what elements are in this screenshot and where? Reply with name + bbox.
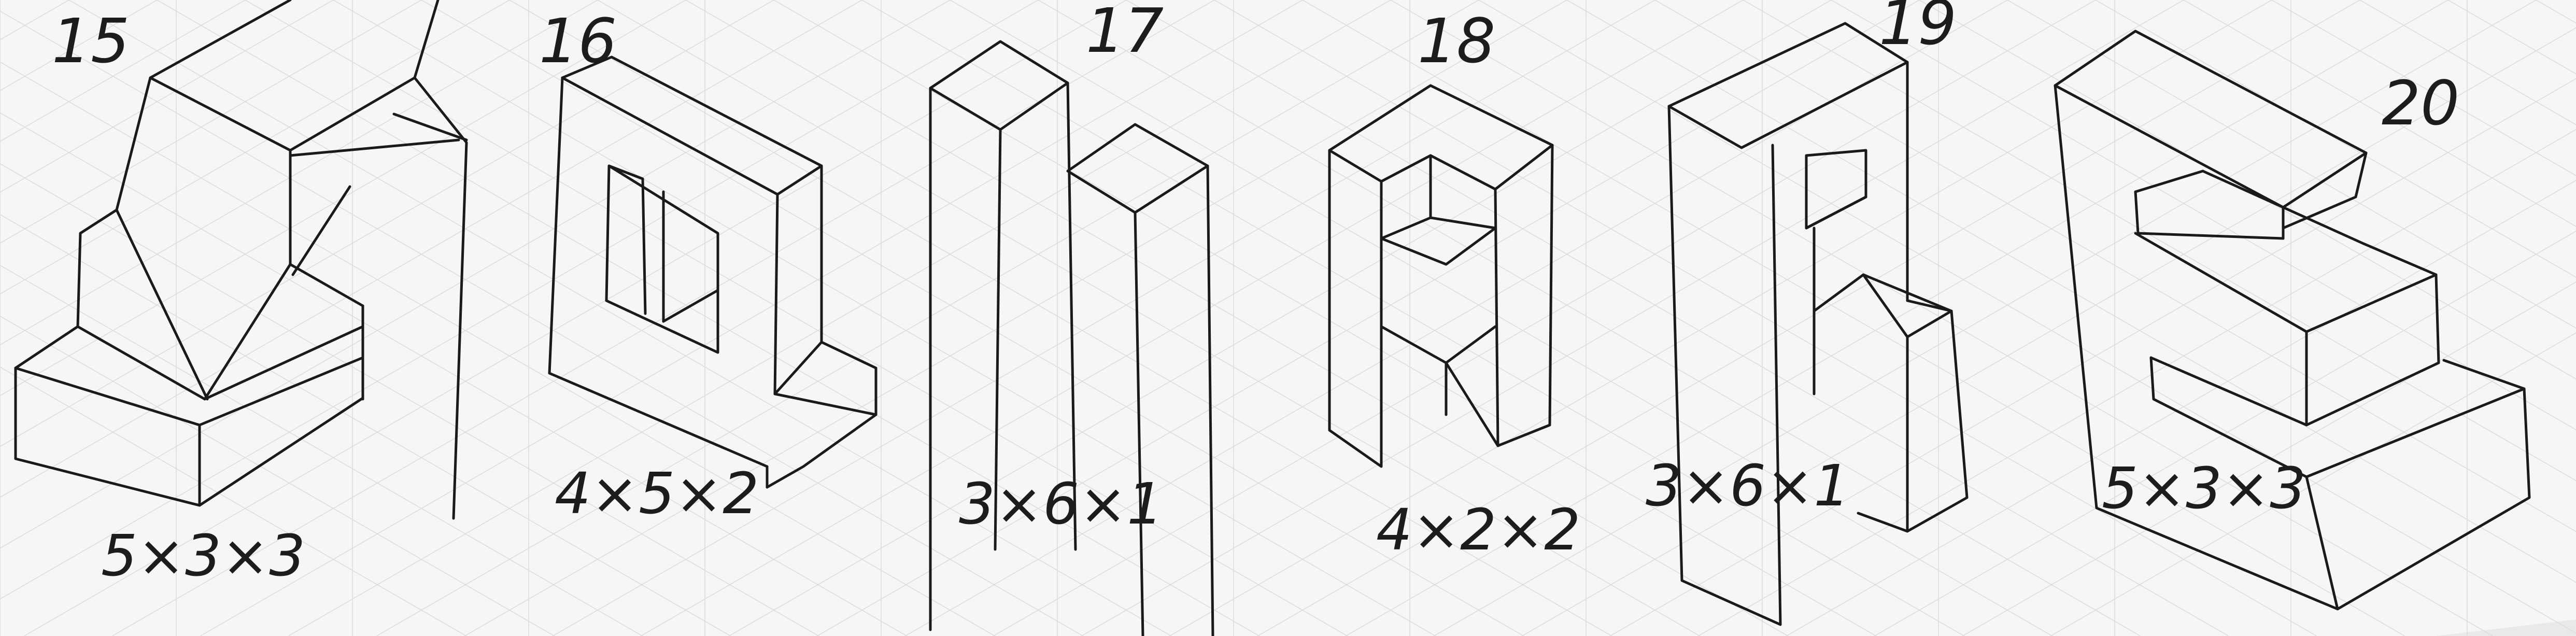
figure-17-drawing	[929, 40, 1214, 636]
figure-15-sketch: 15 5×3×3	[14, 0, 468, 589]
figure-dimensions: 3×6×1	[959, 471, 1163, 537]
figure-16-sketch: 16 4×5×2	[539, 5, 877, 527]
figure-20-sketch: 20 5×3×3	[2054, 30, 2531, 611]
figure-19-drawing	[1667, 22, 1969, 626]
figure-dimensions: 5×3×3	[2102, 455, 2306, 521]
figure-number: 19	[1879, 0, 1957, 59]
figure-number: 16	[539, 5, 617, 77]
figure-dimensions: 4×5×2	[555, 460, 759, 527]
figure-19-sketch: 19 3×6×1	[1646, 0, 1969, 626]
figure-number: 15	[52, 5, 130, 77]
figure-number: 20	[2382, 67, 2459, 139]
figure-17-sketch: 17 3×6×1	[929, 0, 1214, 636]
figure-20-drawing	[2054, 30, 2531, 611]
figure-15-drawing	[14, 0, 468, 520]
figure-dimensions: 5×3×3	[101, 522, 305, 589]
figure-dimensions: 3×6×1	[1646, 453, 1850, 519]
figure-number: 17	[1086, 0, 1164, 66]
figure-18-drawing	[1328, 84, 1554, 468]
figure-number: 18	[1418, 5, 1495, 77]
figure-16-drawing	[548, 55, 877, 489]
figure-18-sketch: 18 4×2×2	[1328, 5, 1580, 563]
figure-dimensions: 4×2×2	[1376, 497, 1580, 563]
